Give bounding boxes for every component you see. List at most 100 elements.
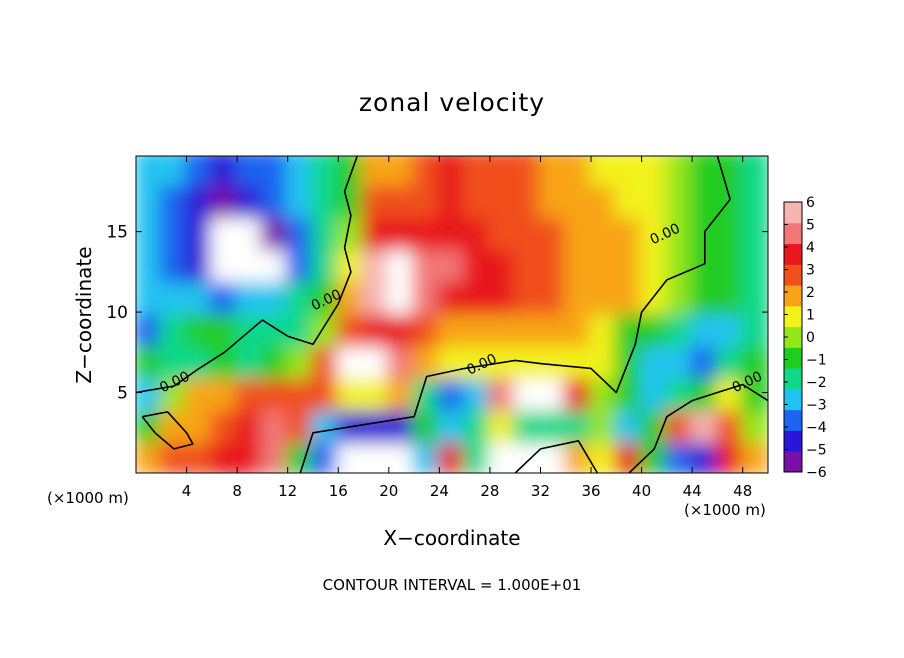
heatmap-cell: [740, 438, 768, 473]
heatmap-cell: [589, 180, 619, 218]
heatmap-cell: [184, 156, 214, 186]
heatmap-cell: [538, 406, 568, 444]
heatmap-cell: [715, 438, 745, 473]
heatmap-cell: [715, 156, 745, 186]
heatmap-cell: [361, 180, 391, 218]
heatmap-cell: [614, 438, 644, 473]
heatmap-cell: [715, 277, 745, 315]
heatmap-cell: [538, 309, 568, 347]
heatmap-cell: [386, 438, 416, 473]
heatmap-cell: [639, 374, 669, 412]
heatmap-cell: [235, 406, 265, 444]
heatmap-cell: [614, 374, 644, 412]
heatmap-cell: [614, 277, 644, 315]
heatmap-cell: [538, 245, 568, 283]
heatmap-cell: [386, 213, 416, 251]
heatmap-cell: [589, 245, 619, 283]
heatmap-cell: [260, 374, 290, 412]
heatmap-cell: [260, 438, 290, 473]
heatmap-cell: [589, 341, 619, 379]
heatmap-cell: [260, 245, 290, 283]
heatmap-cell: [361, 156, 391, 186]
colorbar-tick-label: −6: [806, 465, 827, 481]
plot-area: [136, 156, 768, 473]
colorbar-swatch: [784, 305, 802, 328]
chart-title: zonal velocity: [358, 88, 546, 117]
heatmap-cell: [311, 180, 341, 218]
heatmap-cell: [159, 245, 189, 283]
heatmap-cell: [412, 341, 442, 379]
heatmap-cell: [488, 180, 518, 218]
heatmap-cell: [715, 341, 745, 379]
colorbar-swatch: [784, 243, 802, 265]
colorbar-tick-label: −2: [806, 375, 827, 391]
heatmap-cell: [639, 156, 669, 186]
heatmap-cell: [488, 406, 518, 444]
heatmap-cell: [412, 245, 442, 283]
heatmap-cell: [361, 341, 391, 379]
heatmap-cell: [336, 341, 366, 379]
heatmap-cell: [235, 180, 265, 218]
heatmap-cell: [488, 309, 518, 347]
contour-line: [628, 383, 768, 473]
heatmap-cell: [437, 245, 467, 283]
heatmap-cell: [690, 309, 720, 347]
colorbar-swatch: [784, 368, 802, 390]
heatmap-cells: [136, 156, 768, 473]
heatmap-cell: [386, 374, 416, 412]
heatmap-cell: [159, 438, 189, 473]
contour-line: [514, 440, 599, 473]
heatmap-cell: [563, 406, 593, 444]
heatmap-cell: [462, 180, 492, 218]
heatmap-cell: [462, 341, 492, 379]
colorbar-tick-label: 4: [806, 240, 815, 256]
colorbar-swatch: [784, 264, 802, 286]
colorbar-swatch: [784, 326, 802, 348]
heatmap-cell: [639, 180, 669, 218]
heatmap-cell: [462, 374, 492, 412]
heatmap-cell: [285, 406, 315, 444]
heatmap-cell: [184, 213, 214, 251]
heatmap-cell: [311, 406, 341, 444]
heatmap-cell: [311, 341, 341, 379]
x-tick-label: 28: [480, 482, 499, 500]
heatmap-cell: [664, 309, 695, 347]
contour-line: [141, 411, 194, 450]
colorbar-tick-label: −4: [806, 420, 827, 436]
heatmap-cell: [159, 180, 189, 218]
heatmap-cell: [361, 374, 391, 412]
x-tick-label: 4: [182, 482, 192, 500]
x-tick-label: 48: [733, 482, 752, 500]
heatmap-cell: [437, 213, 467, 251]
heatmap-cell: [614, 180, 644, 218]
heatmap-cell: [209, 156, 240, 186]
heatmap-cell: [386, 180, 416, 218]
heatmap-cell: [235, 213, 265, 251]
heatmap-cell: [235, 245, 265, 283]
heatmap-cell: [209, 374, 240, 412]
heatmap-cell: [513, 180, 543, 218]
heatmap-cell: [563, 180, 593, 218]
contour-interval-note: CONTOUR INTERVAL = 1.000E+01: [322, 576, 582, 594]
heatmap-cell: [513, 374, 543, 412]
x-axis-label: X−coordinate: [383, 526, 521, 550]
heatmap-cell: [462, 309, 492, 347]
heatmap-cell: [538, 213, 568, 251]
x-tick-label: 8: [232, 482, 242, 500]
y-axis-label: Z−coordinate: [72, 246, 96, 384]
heatmap-cell: [285, 341, 315, 379]
heatmap-cell: [136, 245, 164, 283]
y-tick-label: 5: [117, 384, 128, 404]
colorbar-swatch: [784, 285, 802, 307]
heatmap-cell: [235, 341, 265, 379]
heatmap-cell: [235, 156, 265, 186]
heatmap-cell: [386, 341, 416, 379]
colorbar-tick-label: −3: [806, 398, 827, 414]
x-tick-label: 44: [683, 482, 702, 500]
heatmap-cell: [488, 438, 518, 473]
heatmap-cell: [462, 406, 492, 444]
heatmap-cell: [336, 245, 366, 283]
heatmap-cell: [260, 406, 290, 444]
colorbar-swatches: [784, 202, 802, 472]
heatmap-cell: [136, 277, 164, 315]
